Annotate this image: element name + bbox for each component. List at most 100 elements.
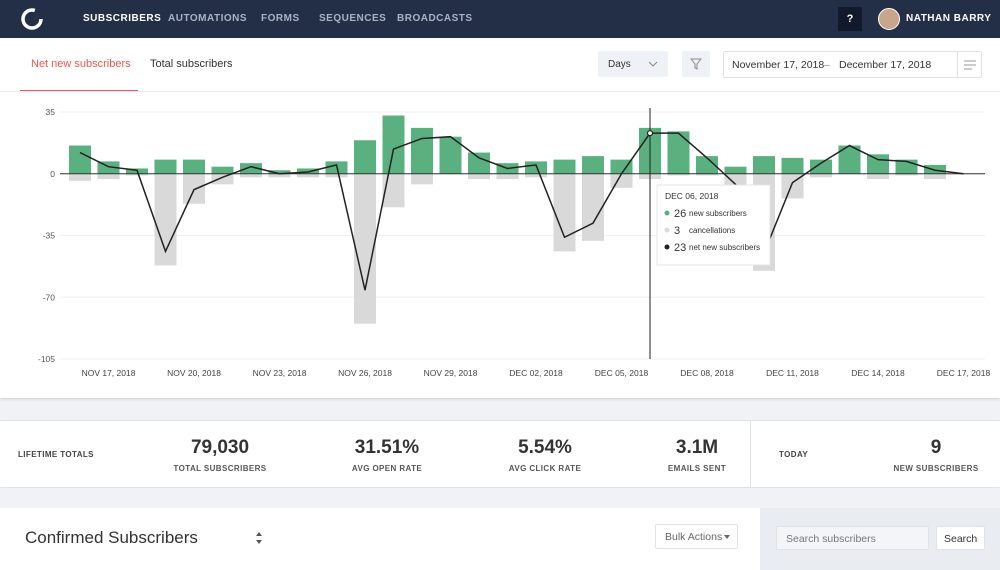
tooltip-title: DEC 06, 2018	[665, 191, 719, 201]
user-name[interactable]: NATHAN BARRY	[906, 13, 992, 24]
tab[interactable]: Total subscribers	[150, 58, 233, 70]
search-button-label: Search	[944, 533, 978, 545]
date-separator: –	[824, 59, 830, 71]
bar	[268, 170, 291, 174]
bar	[439, 136, 462, 174]
bar	[667, 173, 690, 176]
filter-button[interactable]	[682, 51, 710, 77]
tooltip-value: 26	[674, 208, 686, 220]
x-tick-label: DEC 05, 2018	[595, 368, 649, 378]
bar	[325, 173, 348, 178]
bar	[924, 173, 946, 180]
tooltip-box	[656, 184, 771, 266]
bar	[696, 173, 718, 176]
nav-item[interactable]: SUBSCRIBERS	[83, 13, 162, 24]
date-end: December 17, 2018	[839, 59, 932, 71]
bar	[781, 157, 804, 174]
stat-value: 5.54%	[518, 437, 572, 458]
x-tick-label: NOV 26, 2018	[338, 368, 392, 378]
y-tick-label: -35	[43, 231, 56, 241]
avatar[interactable]	[878, 8, 900, 30]
search-input[interactable]: Search subscribers	[776, 526, 929, 550]
divider	[0, 91, 1000, 92]
line	[79, 132, 964, 291]
caret	[724, 535, 730, 539]
stat-value: 3.1M	[675, 437, 719, 458]
tooltip-label: cancellations	[689, 226, 735, 235]
x-tick-label: NOV 17, 2018	[82, 368, 136, 378]
lifetime-label: LIFETIME TOTALS	[18, 450, 94, 459]
x-tick-label: NOV 23, 2018	[253, 368, 307, 378]
bar	[553, 173, 576, 252]
sort-icon[interactable]	[254, 531, 264, 545]
nav-item[interactable]: SEQUENCES	[319, 13, 387, 24]
stat-label: TOTAL SUBSCRIBERS	[173, 464, 267, 473]
x-tick-label: DEC 11, 2018	[766, 368, 819, 378]
tooltip-label: new subscribers	[689, 209, 747, 218]
list-panel: Confirmed Subscribers Bulk Actions	[0, 508, 760, 570]
x-tick-label: NOV 29, 2018	[424, 368, 478, 378]
bar	[183, 159, 205, 174]
bar	[895, 173, 918, 176]
bar	[297, 173, 319, 178]
bar	[354, 173, 376, 324]
bar	[468, 152, 490, 174]
nav-item[interactable]: FORMS	[261, 13, 300, 24]
bar	[525, 173, 547, 178]
y-tick-label: 0	[50, 169, 55, 179]
bar	[211, 173, 234, 185]
y-tick-label: -70	[43, 292, 56, 302]
x-tick-label: DEC 08, 2018	[680, 368, 734, 378]
sidebar: Search subscribers Search	[760, 508, 1000, 570]
bar	[810, 173, 832, 178]
bar	[724, 166, 747, 174]
cursor-dot	[646, 130, 654, 137]
tooltip-swatch	[664, 210, 670, 216]
bar	[582, 173, 604, 241]
bar	[696, 156, 718, 174]
x-tick-label: DEC 17, 2018	[937, 368, 991, 378]
stat-value: 31.51%	[354, 437, 420, 458]
bar	[268, 173, 291, 178]
interval-select[interactable]: Days	[598, 51, 668, 77]
bar	[496, 173, 519, 180]
stat-label: EMAILS SENT	[667, 464, 727, 473]
bar	[867, 173, 889, 180]
date-range[interactable]: November 17, 2018 – December 17, 2018	[723, 51, 982, 78]
bar	[69, 173, 91, 181]
chevron	[648, 61, 658, 67]
bar	[924, 164, 946, 174]
stat-value: 9	[930, 437, 942, 458]
bulk-actions[interactable]: Bulk Actions	[655, 524, 738, 549]
search-button[interactable]: Search	[936, 526, 985, 550]
tab-active[interactable]: Net new subscribers	[31, 58, 131, 70]
bar	[610, 159, 633, 174]
bar	[867, 154, 889, 174]
bar	[154, 173, 177, 266]
divider	[957, 52, 958, 77]
bar	[525, 161, 547, 174]
bulk-actions-label: Bulk Actions	[665, 531, 723, 543]
date-start: November 17, 2018	[732, 59, 825, 71]
bar	[126, 173, 148, 176]
y-tick-label: -105	[38, 354, 55, 364]
nav-item[interactable]: AUTOMATIONS	[168, 13, 248, 24]
help-button[interactable]: ?	[838, 7, 862, 31]
bar	[582, 156, 604, 174]
bar	[382, 115, 405, 174]
bar	[838, 145, 861, 174]
bar	[411, 127, 433, 174]
bar	[753, 156, 775, 174]
tooltip-swatch	[664, 244, 670, 250]
bar	[183, 173, 205, 204]
chart: 35 0 -35 -70 -105 NOV 17, 2018 NOV 20, 2018 NOV…	[38, 107, 991, 378]
divider	[750, 421, 751, 487]
bar	[354, 140, 376, 174]
bar	[154, 159, 177, 174]
bar	[297, 168, 319, 174]
nav-item[interactable]: BROADCASTS	[397, 13, 473, 24]
tooltip-value: 23	[674, 242, 686, 254]
menu-icon	[964, 60, 976, 70]
logo[interactable]	[20, 7, 44, 31]
